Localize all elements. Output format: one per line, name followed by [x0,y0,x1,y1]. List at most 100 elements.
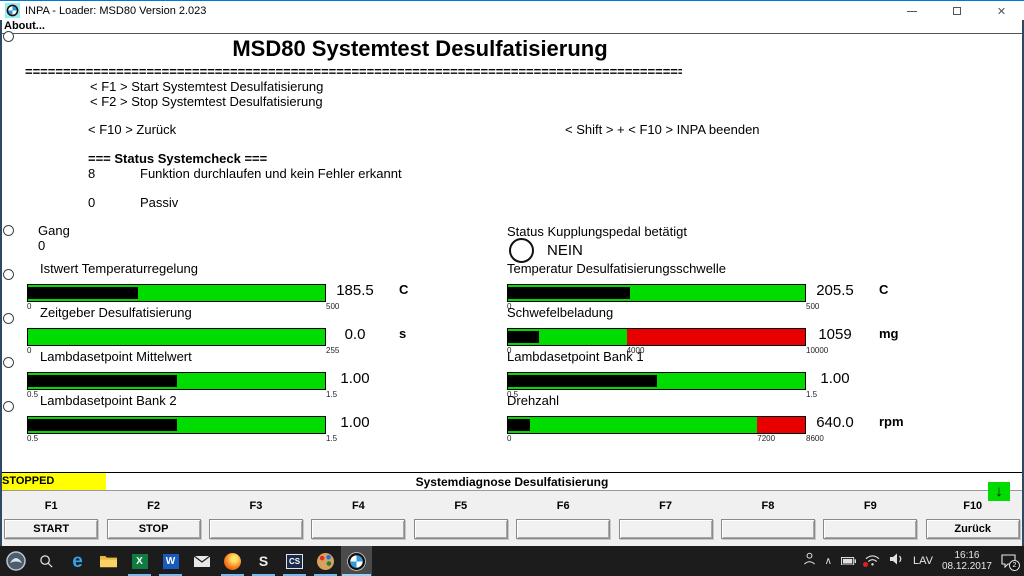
language-indicator[interactable]: LAV [912,555,933,567]
fkey-button-f7[interactable] [618,519,713,539]
maximize-button[interactable] [934,1,979,21]
gauge-bar [507,416,806,434]
gauge-fill [508,375,657,387]
fkey-button-f9[interactable] [823,519,918,539]
fkey-column: F10 Zurück [922,500,1024,546]
page-title: MSD80 Systemtest Desulfatisierung [232,36,608,61]
window-title: INPA - Loader: MSD80 Version 2.023 [25,4,207,17]
skype-icon[interactable]: S [248,546,279,576]
edge-icon[interactable]: e [72,550,83,572]
fkey-column: F9 [819,500,921,546]
gauge-unit: C [879,282,889,297]
gauge-label: Temperatur Desulfatisierungsschwelle [507,261,726,276]
gauge-value: 640.0 [816,414,854,431]
paint-palette-icon[interactable] [310,546,341,576]
gauge-max-tick: 8600 [806,434,824,443]
chevron-up-icon[interactable]: ∧ [824,555,832,567]
excel-icon[interactable]: X [124,546,155,576]
gauge-unit: s [399,326,407,341]
fkey-label: F10 [963,500,983,512]
gauge-scale: 0 500 [507,302,819,311]
fkey-label: F4 [351,500,365,512]
gauge-fill [508,419,530,431]
gauge-column-left: Istwert Temperaturregelung 185.5 C 0 500… [27,261,492,443]
status-strip-title: Systemdiagnose Desulfatisierung [415,475,609,489]
gauge-row: Lambdasetpoint Bank 1 1.00 0.5 1.5 [507,349,972,399]
gauge-scale: 0.5 1.5 [27,390,337,399]
gauge-max-tick: 255 [326,346,340,355]
file-explorer-icon[interactable] [93,546,124,576]
clock[interactable]: 16:16 08.12.2017 [942,550,992,572]
gauge-bar [27,416,326,434]
gauge-scale: 0 500 [27,302,339,311]
gauge-value: 1.00 [340,370,370,387]
minimize-button[interactable] [889,1,934,21]
clock-date: 08.12.2017 [941,561,992,572]
gauge-unit: mg [879,326,899,341]
gauge-row: Zeitgeber Desulfatisierung 0.0 s 0 255 [27,305,492,355]
gauge-min-tick: 0 [507,434,512,443]
fkey-button-f4[interactable] [311,519,406,539]
gauge-row: Lambdasetpoint Mittelwert 1.00 0.5 1.5 [27,349,492,399]
gauge-fill [28,287,139,299]
fkey-column: F2 STOP [102,500,204,546]
gauge-min-tick: 0.5 [27,390,39,399]
gauge-scale: 0.5 1.5 [507,390,817,399]
search-icon[interactable] [31,546,62,576]
gauge-fill [28,375,177,387]
gauge-max-tick: 1.5 [326,434,338,443]
function-key-bar: ↓ F1 START F2 STOP F3 F4 F5 F6 F7 F8 F9 … [0,482,1024,546]
gauge-label: Lambdasetpoint Mittelwert [40,349,192,364]
wifi-icon[interactable] [862,555,880,567]
inpa-taskbar-icon[interactable] [341,546,372,576]
systemcheck-row: 0 Passiv [88,195,178,210]
separator-line: ========================================… [25,64,682,79]
gauge-min-tick: 0.5 [507,390,519,399]
gauge-value: 185.5 [336,282,374,299]
people-icon[interactable] [803,552,816,570]
fkey-button-f10[interactable]: Zurück [925,519,1020,539]
close-button[interactable]: ✕ [996,5,1007,18]
gang-readout: Gang 0 [38,223,70,253]
systemcheck-header: === Status Systemcheck === [88,151,268,166]
gauge-max-tick: 500 [806,302,820,311]
fkey-button-f5[interactable] [413,519,508,539]
fkey-column: F4 [307,500,409,546]
word-icon[interactable]: W [155,546,186,576]
gauge-bar [27,284,326,302]
gauge-mid-tick: 4000 [626,346,645,355]
fkey-button-f2[interactable]: STOP [106,519,201,539]
indicator-circle [3,31,14,42]
gauge-row: Temperatur Desulfatisierungsschwelle 205… [507,261,972,311]
cs-app-icon[interactable]: CS [279,546,310,576]
scroll-down-indicator[interactable]: ↓ [988,482,1010,501]
fkey-button-f3[interactable] [208,519,303,539]
gauge-label: Schwefelbeladung [507,305,614,320]
mail-icon[interactable] [186,546,217,576]
inpa-app-icon [5,3,20,18]
clutch-status-value: NEIN [547,242,583,259]
gauge-fill [508,287,631,299]
indicator-circle [3,225,14,236]
window-right-edge [1022,20,1024,546]
gauge-label: Istwert Temperaturregelung [40,261,199,276]
indicator-circle [3,357,14,368]
firefox-icon[interactable] [217,546,248,576]
fkey-label: F3 [249,500,263,512]
gauge-value: 1.00 [340,414,370,431]
menu-about[interactable]: About... [4,20,45,32]
gauge-min-tick: 0 [507,302,512,311]
fkey-column: F6 [512,500,614,546]
fkey-button-f6[interactable] [516,519,611,539]
clutch-status-label: Status Kupplungspedal betätigt [507,224,687,239]
start-button[interactable] [0,546,31,576]
fkey-button-f1[interactable]: START [4,519,99,539]
action-center-icon[interactable]: 2 [1001,554,1020,571]
fkey-button-f8[interactable] [720,519,815,539]
volume-icon[interactable] [889,552,904,570]
battery-icon[interactable] [840,552,856,570]
clutch-status-lamp [509,238,534,263]
gauge-bar [507,284,806,302]
indicator-circle [3,313,14,324]
gauge-red-zone [626,329,805,345]
